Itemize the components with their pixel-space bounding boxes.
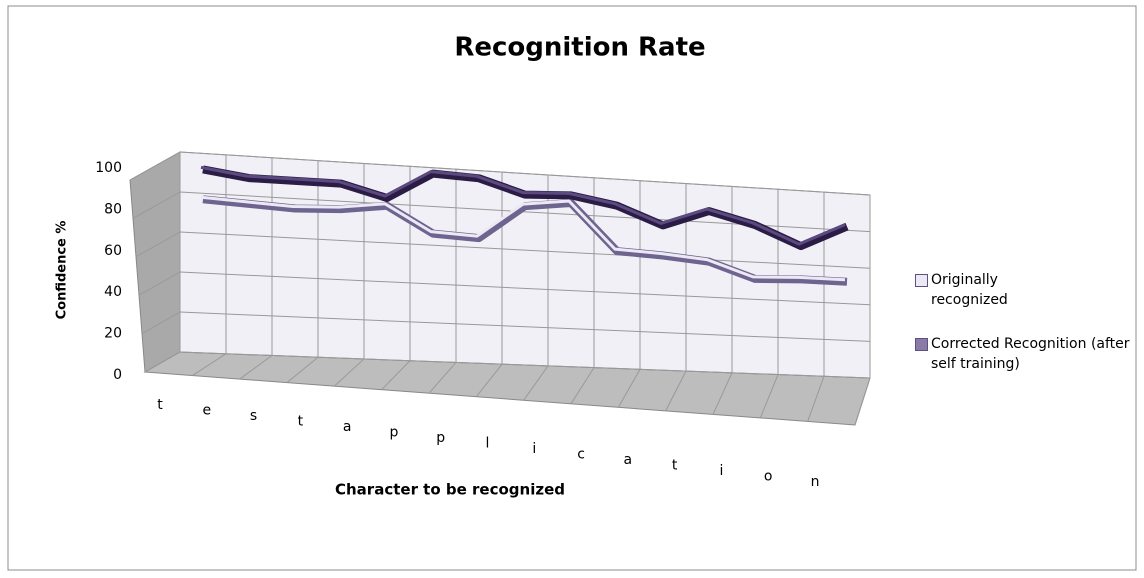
- legend-label: Corrected Recognition (after self traini…: [931, 336, 1130, 372]
- floor-grid-line: [712, 372, 733, 415]
- side-grid-line: [132, 191, 181, 219]
- grid-line: [179, 231, 871, 269]
- floor-grid-line: [854, 377, 871, 426]
- floor-grid-line: [192, 353, 227, 376]
- x-tick-label: i: [532, 441, 536, 457]
- floor-grid-line: [665, 370, 687, 412]
- y-tick-label: 0: [113, 367, 122, 383]
- series-line: [200, 195, 846, 282]
- x-tick-label: s: [250, 408, 257, 424]
- x-axis-label: Character to be recognized: [335, 481, 565, 499]
- grid-line: [179, 271, 871, 306]
- x-tick-label: i: [719, 463, 723, 479]
- y-tick-label: 80: [104, 201, 122, 217]
- x-tick-label: t: [672, 458, 678, 474]
- floor-grid-line: [381, 360, 411, 391]
- floor-grid-line: [807, 376, 825, 422]
- side-grid-line: [141, 311, 181, 335]
- x-tick-label: a: [624, 452, 633, 468]
- x-tick-label: c: [577, 447, 585, 463]
- legend-swatch: [915, 338, 928, 351]
- floor-grid-line: [333, 358, 365, 387]
- floor-grid-line: [759, 374, 779, 419]
- x-tick-label: n: [811, 474, 820, 490]
- series-line: [200, 165, 846, 246]
- floor-grid-line: [617, 369, 641, 408]
- side-grid-line: [144, 351, 181, 373]
- grid-line: [179, 311, 871, 342]
- y-axis-label: Confidence %: [55, 221, 70, 320]
- chart-title: Recognition Rate: [454, 33, 705, 63]
- legend-label: Originally recognized: [931, 272, 1008, 308]
- side-grid-line: [138, 271, 181, 296]
- y-tick-label: 40: [104, 284, 122, 300]
- legend-item: Originally recognized: [915, 270, 1030, 310]
- x-tick-label: t: [157, 397, 163, 413]
- x-tick-label: p: [389, 425, 398, 441]
- floor-grid-line: [286, 356, 319, 383]
- x-tick-label: t: [298, 414, 304, 430]
- y-tick-label: 60: [104, 243, 122, 259]
- floor-grid-line: [239, 355, 273, 380]
- floor-grid-line: [570, 367, 595, 405]
- legend-item: Corrected Recognition (after self traini…: [915, 334, 1135, 374]
- side-grid-line: [135, 231, 181, 258]
- grid-line: [179, 151, 871, 196]
- floor-grid-line: [428, 362, 457, 394]
- y-tick-label: 100: [95, 160, 122, 176]
- x-tick-label: p: [436, 430, 445, 446]
- legend-swatch: [915, 274, 928, 287]
- x-tick-label: o: [764, 469, 773, 485]
- x-tick-label: l: [486, 436, 490, 452]
- floor-grid-line: [475, 363, 503, 398]
- floor-grid-line: [523, 365, 549, 401]
- y-tick-label: 20: [104, 326, 122, 342]
- x-tick-label: a: [343, 419, 352, 435]
- side-grid-line: [129, 151, 181, 181]
- grid-line: [179, 351, 871, 379]
- x-tick-label: e: [202, 403, 211, 419]
